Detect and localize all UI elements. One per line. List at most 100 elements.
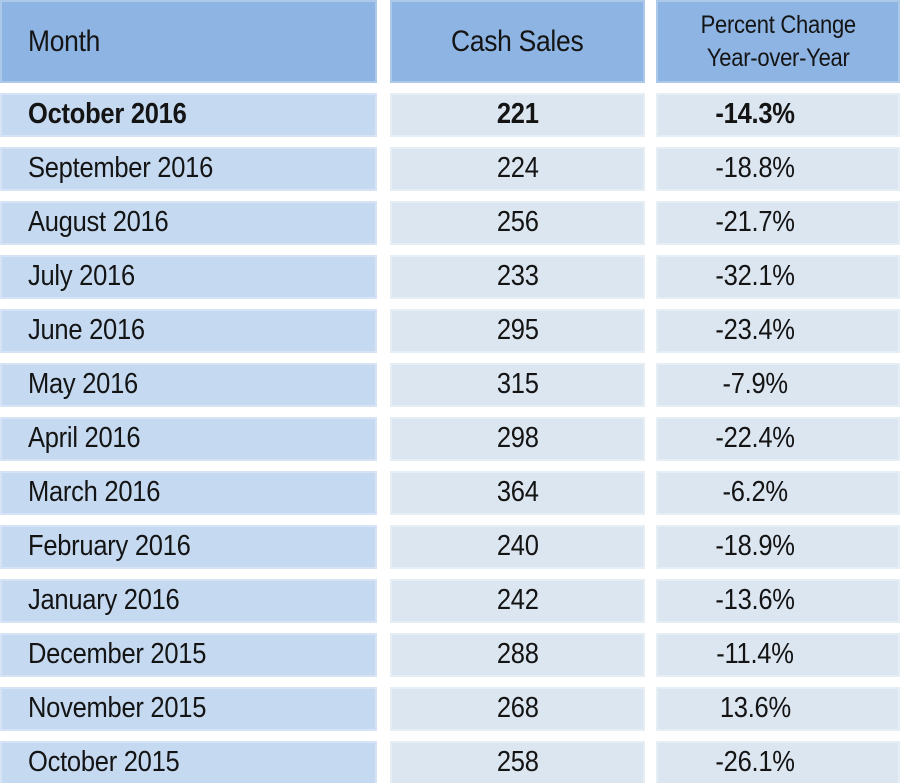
month-value: December 2015 (28, 638, 207, 671)
cash-sales-value: 256 (496, 206, 539, 239)
table-row: June 2016 295 -23.4% (0, 309, 900, 353)
cash-sales-cell: 258 (390, 741, 645, 783)
cash-sales-cell: 268 (390, 687, 645, 731)
percent-change-cell: -18.9% (656, 525, 900, 569)
month-cell: October 2015 (0, 741, 377, 783)
percent-change-value: -14.3% (715, 98, 795, 131)
cash-sales-cell: 288 (390, 633, 645, 677)
month-cell: May 2016 (0, 363, 377, 407)
percent-change-value: -18.8% (715, 152, 795, 185)
cash-sales-cell: 240 (390, 525, 645, 569)
header-cash-sales: Cash Sales (390, 0, 645, 83)
table-row: November 2015 268 13.6% (0, 687, 900, 731)
cash-sales-cell: 224 (390, 147, 645, 191)
month-cell: September 2016 (0, 147, 377, 191)
table-row: April 2016 298 -22.4% (0, 417, 900, 461)
month-cell: June 2016 (0, 309, 377, 353)
month-value: January 2016 (28, 584, 180, 617)
month-value: June 2016 (28, 314, 145, 347)
table-body: October 2016 221 -14.3% September 2016 2… (0, 93, 900, 783)
cash-sales-cell: 233 (390, 255, 645, 299)
cash-sales-cell: 364 (390, 471, 645, 515)
table-row: May 2016 315 -7.9% (0, 363, 900, 407)
table-row: July 2016 233 -32.1% (0, 255, 900, 299)
percent-change-value: -7.9% (722, 368, 788, 401)
percent-change-cell: -11.4% (656, 633, 900, 677)
cash-sales-cell: 298 (390, 417, 645, 461)
header-month: Month (0, 0, 377, 83)
percent-change-cell: -6.2% (656, 471, 900, 515)
percent-change-cell: -21.7% (656, 201, 900, 245)
month-value: September 2016 (28, 152, 214, 185)
cash-sales-value: 315 (496, 368, 539, 401)
month-cell: February 2016 (0, 525, 377, 569)
percent-change-cell: -32.1% (656, 255, 900, 299)
table-row: October 2015 258 -26.1% (0, 741, 900, 783)
month-cell: January 2016 (0, 579, 377, 623)
month-cell: April 2016 (0, 417, 377, 461)
percent-change-cell: -23.4% (656, 309, 900, 353)
percent-change-value: -32.1% (715, 260, 795, 293)
month-cell: March 2016 (0, 471, 377, 515)
month-value: August 2016 (28, 206, 169, 239)
percent-change-value: -18.9% (715, 530, 795, 563)
cash-sales-value: 258 (496, 746, 539, 779)
percent-change-value: -22.4% (715, 422, 795, 455)
cash-sales-value: 224 (496, 152, 539, 185)
header-percent-change-line2: Year-over-Year (706, 43, 850, 72)
percent-change-value: -6.2% (722, 476, 788, 509)
percent-change-value: -26.1% (715, 746, 795, 779)
percent-change-value: -11.4% (716, 638, 794, 671)
month-value: February 2016 (28, 530, 191, 563)
header-percent-change-line1: Percent Change (700, 11, 856, 39)
month-value: July 2016 (28, 260, 135, 293)
month-value: October 2015 (28, 746, 180, 779)
header-percent-change-label: Percent Change Year-over-Year (700, 9, 856, 74)
cash-sales-value: 242 (496, 584, 539, 617)
cash-sales-value: 288 (496, 638, 539, 671)
percent-change-cell: -22.4% (656, 417, 900, 461)
table-row: February 2016 240 -18.9% (0, 525, 900, 569)
cash-sales-cell: 256 (390, 201, 645, 245)
month-cell: October 2016 (0, 93, 377, 137)
month-value: October 2016 (28, 98, 187, 131)
header-cash-sales-label: Cash Sales (451, 25, 584, 58)
month-cell: August 2016 (0, 201, 377, 245)
month-value: May 2016 (28, 368, 138, 401)
cash-sales-value: 364 (496, 476, 539, 509)
month-value: November 2015 (28, 692, 207, 725)
table-header-row: Month Cash Sales Percent Change Year-over… (0, 0, 900, 83)
table-row: January 2016 242 -13.6% (0, 579, 900, 623)
percent-change-cell: -13.6% (656, 579, 900, 623)
percent-change-cell: -26.1% (656, 741, 900, 783)
table-row: October 2016 221 -14.3% (0, 93, 900, 137)
cash-sales-value: 295 (496, 314, 539, 347)
month-value: April 2016 (28, 422, 141, 455)
month-cell: November 2015 (0, 687, 377, 731)
cash-sales-value: 298 (496, 422, 539, 455)
header-percent-change: Percent Change Year-over-Year (656, 0, 900, 83)
table-row: March 2016 364 -6.2% (0, 471, 900, 515)
percent-change-value: 13.6% (719, 692, 791, 725)
cash-sales-value: 240 (496, 530, 539, 563)
cash-sales-cell: 295 (390, 309, 645, 353)
cash-sales-value: 221 (496, 98, 539, 131)
cash-sales-cell: 242 (390, 579, 645, 623)
header-month-label: Month (28, 25, 101, 58)
cash-sales-value: 268 (496, 692, 539, 725)
percent-change-cell: -7.9% (656, 363, 900, 407)
cash-sales-value: 233 (496, 260, 539, 293)
month-cell: July 2016 (0, 255, 377, 299)
percent-change-value: -21.7% (715, 206, 795, 239)
percent-change-cell: -18.8% (656, 147, 900, 191)
month-cell: December 2015 (0, 633, 377, 677)
cash-sales-cell: 315 (390, 363, 645, 407)
month-value: March 2016 (28, 476, 161, 509)
percent-change-cell: -14.3% (656, 93, 900, 137)
table-row: August 2016 256 -21.7% (0, 201, 900, 245)
percent-change-value: -23.4% (715, 314, 795, 347)
cash-sales-cell: 221 (390, 93, 645, 137)
percent-change-cell: 13.6% (656, 687, 900, 731)
table-row: December 2015 288 -11.4% (0, 633, 900, 677)
